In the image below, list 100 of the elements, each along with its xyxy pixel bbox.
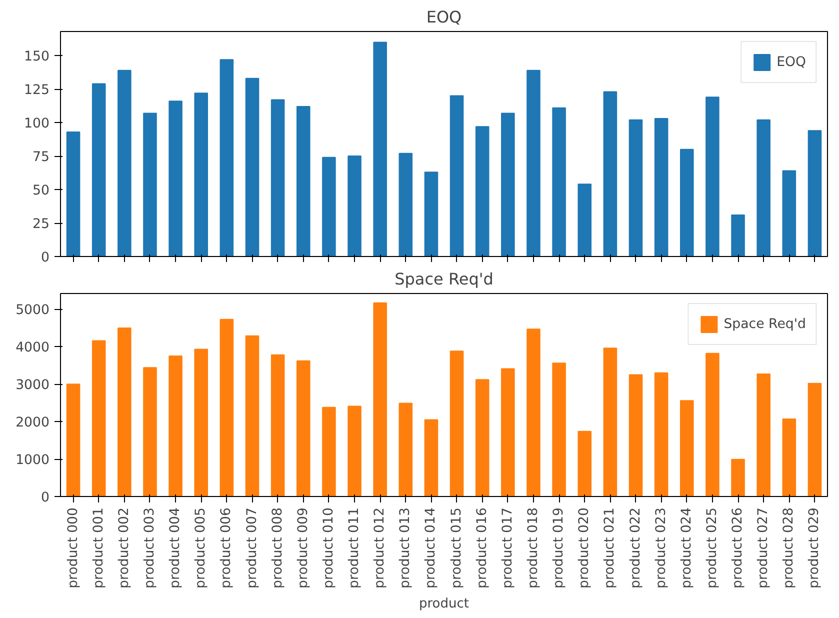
bar — [220, 59, 234, 256]
bar — [373, 302, 387, 496]
bar — [296, 360, 310, 496]
x-tick-label: product 006 — [219, 507, 234, 588]
bar — [322, 406, 336, 496]
bar — [373, 42, 387, 256]
bar — [654, 118, 668, 256]
bar — [270, 99, 285, 256]
x-tick-label: product 010 — [321, 507, 336, 588]
bar — [424, 172, 438, 256]
bar — [706, 96, 720, 256]
bar — [348, 156, 362, 256]
bar — [168, 100, 182, 256]
y-tick-label: 0 — [41, 490, 50, 506]
bar — [731, 214, 745, 256]
bar — [66, 384, 80, 496]
bar — [270, 354, 285, 496]
x-tick-label: product 003 — [142, 507, 158, 588]
bar — [296, 106, 310, 256]
bar — [220, 318, 234, 496]
bar — [552, 107, 566, 256]
x-tick-label: product 008 — [270, 507, 286, 588]
x-tick-label: product 022 — [628, 507, 644, 588]
bar — [92, 340, 106, 496]
x-tick-label: product 001 — [91, 507, 106, 588]
bar — [398, 152, 413, 256]
x-tick-label: product 023 — [654, 507, 669, 588]
x-tick-label: product 026 — [730, 507, 746, 588]
bar — [808, 130, 822, 256]
bar — [731, 458, 745, 496]
bar — [194, 92, 208, 256]
y-tick-label: 75 — [32, 150, 50, 166]
x-tick-label: product 015 — [449, 507, 464, 588]
bar — [450, 350, 464, 496]
bar — [526, 70, 540, 256]
bar — [603, 348, 618, 496]
x-tick-label: product 028 — [782, 507, 797, 588]
y-tick-label: 150 — [24, 50, 50, 65]
y-tick-label: 25 — [32, 217, 50, 232]
y-tick-label: 50 — [32, 184, 50, 199]
y-tick-label: 5000 — [16, 303, 50, 318]
bar — [628, 374, 643, 496]
bar — [603, 91, 618, 256]
x-tick-label: product 018 — [526, 507, 541, 588]
x-axis-title: product — [419, 596, 470, 612]
bar — [245, 335, 260, 496]
bar — [168, 356, 182, 496]
bar — [143, 367, 157, 496]
bar — [501, 368, 515, 496]
bar — [680, 148, 694, 256]
legend-label: Space Req'd — [724, 316, 806, 332]
y-tick-label: 0 — [41, 250, 50, 266]
x-tick-label: product 007 — [244, 507, 260, 588]
bar — [118, 327, 132, 496]
x-tick-label: product 014 — [424, 507, 439, 588]
bar — [526, 328, 540, 496]
x-tick-label: product 027 — [756, 507, 772, 588]
legend-label: EOQ — [776, 54, 806, 70]
x-tick-label: product 011 — [347, 507, 362, 588]
bar — [808, 382, 822, 496]
x-tick-label: product 004 — [168, 507, 184, 588]
bar — [782, 170, 796, 256]
bar — [782, 418, 796, 496]
y-tick-label: 100 — [24, 116, 50, 132]
x-tick-label: product 017 — [500, 507, 516, 588]
bar — [424, 419, 438, 496]
chart-title: Space Req'd — [394, 270, 494, 288]
x-tick-label: product 020 — [577, 507, 592, 588]
y-tick-label: 2000 — [16, 416, 50, 431]
x-tick-label: product 019 — [552, 507, 567, 588]
x-tick-label: product 002 — [116, 507, 132, 588]
x-tick-label: product 000 — [66, 507, 81, 588]
x-tick-label: product 016 — [474, 507, 490, 588]
bar — [756, 374, 770, 496]
bar — [450, 95, 464, 256]
x-tick-label: product 021 — [602, 507, 618, 588]
bar — [706, 352, 720, 496]
bar — [118, 70, 132, 256]
y-tick-label: 125 — [24, 83, 50, 98]
x-tick-label: product 024 — [679, 507, 694, 588]
y-tick-label: 3000 — [16, 378, 50, 394]
x-tick-label: product 005 — [194, 507, 209, 588]
bar — [348, 406, 362, 496]
y-tick-label: 4000 — [16, 340, 50, 356]
bar — [756, 119, 770, 256]
bar — [66, 131, 80, 256]
bar — [245, 78, 260, 256]
bar — [398, 402, 413, 496]
bar — [475, 126, 490, 256]
y-tick-label: 1000 — [16, 453, 50, 468]
bar — [143, 112, 157, 256]
bar — [92, 83, 106, 256]
x-tick-label: product 009 — [296, 507, 311, 588]
chart-title: EOQ — [426, 8, 462, 26]
bar — [578, 184, 592, 256]
bar — [501, 112, 515, 256]
bar — [628, 119, 643, 256]
bar — [322, 156, 336, 256]
x-tick-label: product 012 — [372, 507, 388, 588]
x-tick-label: product 029 — [807, 507, 822, 588]
